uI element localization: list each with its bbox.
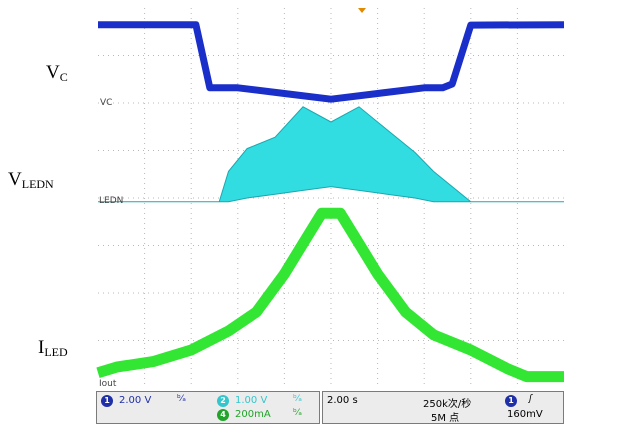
- label-vc: VC: [46, 62, 68, 84]
- timebase: 2.00 s: [327, 395, 358, 406]
- rising-edge-icon: ʃ: [529, 394, 533, 404]
- timebase-trigger-box[interactable]: 2.00 s 250k次/秒 5M 点 1 ʃ 160mV: [322, 391, 564, 424]
- trigger-position-marker: [358, 8, 366, 13]
- label-iled-sub: LED: [44, 345, 68, 359]
- ch2-badge: 2: [217, 395, 229, 407]
- label-vc-main: V: [46, 62, 60, 83]
- ch1-scale: 2.00 V: [119, 395, 152, 406]
- ch4-scale: 200mA: [235, 409, 271, 420]
- status-bar: 1 2.00 V ᵇ⁄ₐ 2 1.00 V ᵇ⁄ₐ 4 200mA ᵇ⁄ₐ 2.…: [96, 390, 564, 426]
- label-vledn: VLEDN: [8, 169, 54, 191]
- trigger-level: 160mV: [507, 409, 543, 420]
- trigger-source-badge: 1: [505, 395, 517, 407]
- series-vc-line: [98, 21, 565, 103]
- ch4-badge: 4: [217, 409, 229, 421]
- sample-rate: 250k次/秒: [423, 399, 472, 410]
- record-length: 5M 点: [431, 413, 460, 424]
- label-vledn-main: V: [8, 169, 22, 190]
- label-vc-sub: C: [59, 70, 68, 84]
- channel-settings-box[interactable]: 1 2.00 V ᵇ⁄ₐ 2 1.00 V ᵇ⁄ₐ 4 200mA ᵇ⁄ₐ: [96, 391, 320, 424]
- ch2-scale: 1.00 V: [235, 395, 268, 406]
- plot-traces: [96, 21, 565, 383]
- series-vledn-envelope: [98, 106, 564, 203]
- trace-tag-iout: Iout: [99, 379, 117, 389]
- series-iled-line: [96, 207, 564, 383]
- bandwidth-limit-icon: ᵇ⁄ₐ: [293, 394, 302, 404]
- label-iled: ILED: [38, 337, 68, 359]
- ch1-badge: 1: [101, 395, 113, 407]
- trace-tag-ledn: LEDN: [99, 196, 123, 206]
- bandwidth-limit-icon: ᵇ⁄ₐ: [293, 408, 302, 418]
- bandwidth-limit-icon: ᵇ⁄ₐ: [177, 394, 186, 404]
- label-iled-main: I: [38, 337, 45, 358]
- trace-tag-vc: VC: [100, 98, 112, 108]
- label-vledn-sub: LEDN: [21, 177, 54, 191]
